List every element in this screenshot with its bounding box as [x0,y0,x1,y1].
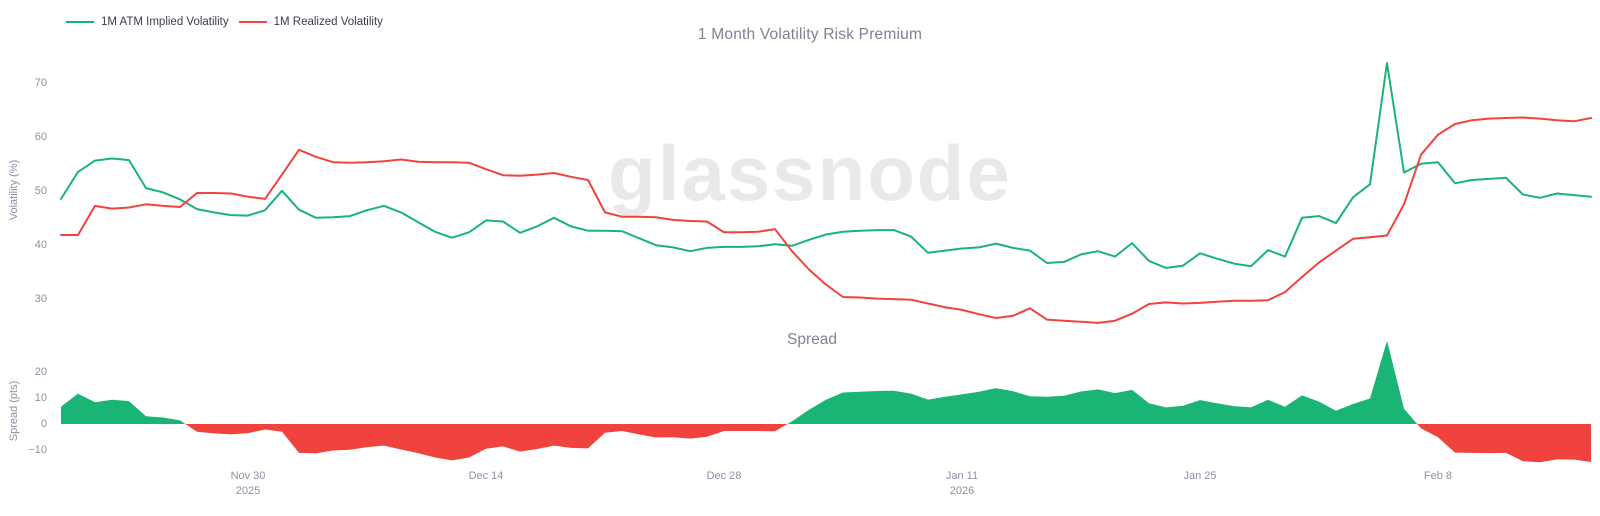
x-tick-year-label: 2026 [949,485,975,497]
date-x-tick-label: Jan 25 [1183,470,1217,482]
spread-y-tick-label: 0 [40,418,47,430]
spread-positive-area [61,340,1591,424]
legend-label-implied: 1M ATM Implied Volatility [101,16,229,28]
volatility-y-tick-label: 40 [34,238,47,251]
chart-title: 1 Month Volatility Risk Premium [697,26,923,43]
date-x-tick-label: Dec 28 [706,470,742,482]
spread-y-tick-label: −10 [28,444,47,456]
glassnode-watermark: glassnode [608,129,1012,217]
volatility-y-tick-label: 70 [34,77,47,89]
implied-line-swatch-icon [66,21,94,23]
realized-line-swatch-icon [238,21,267,23]
spread-y-tick-label: 20 [34,366,47,378]
date-x-tick-label: Feb 8 [1423,470,1453,482]
volatility-y-tick-label: 60 [34,130,47,143]
x-tick-year-label: 2025 [235,485,261,497]
legend-item-implied[interactable]: 1M ATM Implied Volatility [66,16,229,28]
implied-volatility-line [60,62,1592,269]
date-x-tick-label: Nov 30 2025 [203,469,293,499]
spread-subtitle: Spread [787,331,837,348]
volatility-y-tick-label: 30 [34,292,47,305]
volatility-y-tick-label: 50 [34,184,47,197]
date-x-tick-label: Dec 14 [468,470,504,482]
date-x-tick-label: Jan 11 2026 [917,469,1007,499]
legend-item-realized[interactable]: 1M Realized Volatility [238,16,383,28]
legend: 1M ATM Implied Volatility 1M Realized Vo… [66,16,383,28]
realized-volatility-line [60,116,1592,324]
spread-axis-title: Spread (pts) [8,380,20,442]
spread-negative-area [61,424,1591,463]
legend-label-realized: 1M Realized Volatility [273,16,383,28]
spread-y-tick-label: 10 [34,392,47,404]
